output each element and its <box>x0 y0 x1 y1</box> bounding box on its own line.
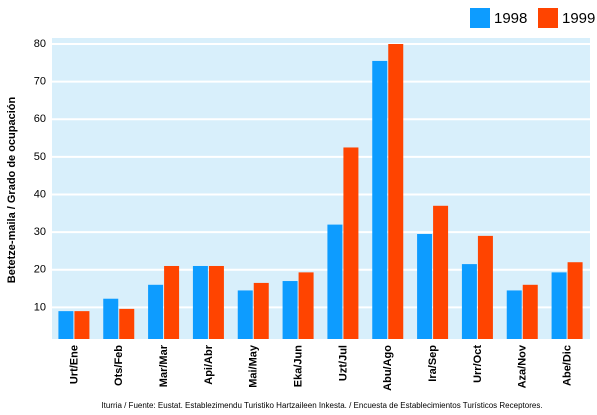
x-tick-label: Eka/Jun <box>292 345 304 387</box>
bar <box>388 44 404 339</box>
legend-swatch <box>470 8 490 28</box>
bar <box>208 265 224 339</box>
bar <box>74 311 90 339</box>
bar <box>58 311 74 339</box>
bar <box>567 262 583 339</box>
y-tick-label: 30 <box>34 226 46 238</box>
x-tick-label: Ots/Feb <box>113 345 125 386</box>
source-note: Iturria / Fuente: Eustat. Establezimendu… <box>101 401 542 410</box>
bar <box>237 290 253 339</box>
bar <box>103 298 119 339</box>
bar <box>148 284 164 339</box>
y-tick-label: 70 <box>34 76 46 88</box>
bar <box>282 281 298 339</box>
bar <box>522 284 538 339</box>
x-tick-label: Mar/Mar <box>158 344 170 387</box>
y-tick-label: 40 <box>34 188 46 200</box>
legend-swatch <box>538 8 558 28</box>
x-tick-label: Mai/May <box>248 344 260 388</box>
bar <box>164 265 180 339</box>
bar <box>551 272 567 339</box>
legend-label: 1999 <box>562 10 595 27</box>
x-tick-label: Aza/Nov <box>517 344 529 388</box>
y-tick-label: 60 <box>34 113 46 125</box>
y-tick-label: 80 <box>34 38 46 50</box>
plot-area <box>52 38 590 339</box>
bar <box>477 235 493 339</box>
x-tick-label: Abe/Dic <box>561 345 573 386</box>
y-tick-label: 10 <box>34 301 46 313</box>
bar <box>298 272 314 339</box>
bar <box>327 224 343 339</box>
x-tick-label: Uzt/Jul <box>337 345 349 381</box>
bar <box>433 205 449 339</box>
y-tick-label: 20 <box>34 264 46 276</box>
x-tick-label: Urt/Ene <box>68 345 80 384</box>
bar <box>119 308 135 339</box>
bar <box>461 264 477 339</box>
bar <box>253 282 269 339</box>
bar <box>417 234 433 339</box>
y-axis-label: Betetze-maila / Grado de ocupación <box>6 97 18 284</box>
bar <box>506 290 522 339</box>
x-tick-label: Urr/Oct <box>472 345 484 383</box>
bar <box>343 147 359 339</box>
x-tick-label: Ira/Sep <box>427 345 439 382</box>
y-tick-label: 50 <box>34 151 46 163</box>
x-tick-label: Api/Abr <box>203 344 215 384</box>
x-tick-label: Abu/Ago <box>382 345 394 391</box>
legend-label: 1998 <box>494 10 527 27</box>
bar <box>192 265 208 339</box>
bar <box>372 60 388 340</box>
